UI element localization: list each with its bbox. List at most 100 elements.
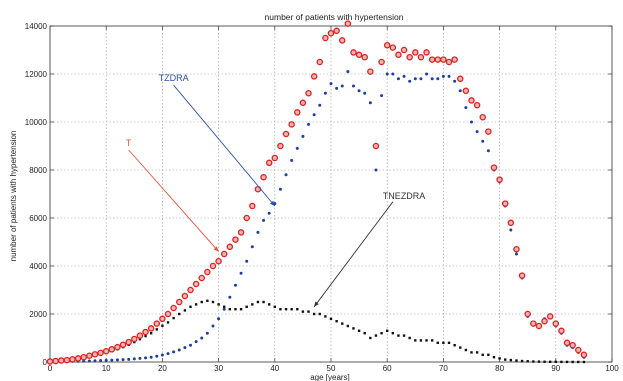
data-point-tzdra <box>363 91 367 95</box>
data-point-tnezdra <box>554 360 557 364</box>
data-point-t <box>541 317 548 325</box>
data-point-t <box>400 46 408 54</box>
data-point-t <box>114 343 121 351</box>
data-point-t <box>69 356 76 363</box>
data-point-t <box>468 97 475 104</box>
data-point-t <box>220 250 228 258</box>
data-point-t <box>147 325 155 332</box>
annotation-arrow-tzdra <box>173 84 276 207</box>
data-point-tnezdra <box>582 360 586 364</box>
data-point-tnezdra <box>228 308 232 311</box>
data-point-t <box>131 335 138 343</box>
data-point-tzdra <box>121 358 125 362</box>
data-point-t <box>260 173 267 181</box>
data-point-tzdra <box>290 158 294 162</box>
data-point-tnezdra <box>369 336 372 340</box>
data-point-tnezdra <box>520 359 524 363</box>
data-point-t <box>490 164 498 171</box>
data-point-tnezdra <box>172 316 175 320</box>
data-point-t <box>91 351 99 358</box>
data-point-t <box>558 327 565 335</box>
data-point-tzdra <box>99 359 103 363</box>
x-tick-label: 20 <box>158 364 167 373</box>
data-point-tnezdra <box>543 360 546 363</box>
data-point-tzdra <box>380 94 384 98</box>
data-point-tzdra <box>312 113 316 117</box>
data-point-tnezdra <box>178 312 181 316</box>
data-point-tnezdra <box>386 329 389 332</box>
data-point-tzdra <box>441 74 445 78</box>
data-point-tzdra <box>172 350 176 354</box>
data-point-tzdra <box>82 359 86 363</box>
data-point-t <box>97 349 104 357</box>
data-point-tzdra <box>160 353 164 357</box>
data-point-tzdra <box>481 139 485 143</box>
data-point-tzdra <box>464 106 468 110</box>
data-point-tnezdra <box>391 332 395 335</box>
data-point-tnezdra <box>560 360 563 364</box>
data-point-tzdra <box>87 359 91 363</box>
data-point-t <box>501 200 509 207</box>
data-point-t <box>74 355 82 362</box>
data-point-t <box>372 142 380 150</box>
data-point-tnezdra <box>138 338 142 341</box>
data-point-tzdra <box>430 77 434 81</box>
data-point-tzdra <box>250 245 254 249</box>
x-tick-label: 60 <box>383 364 392 373</box>
data-point-tzdra <box>211 324 215 328</box>
data-point-tzdra <box>239 271 243 275</box>
data-point-tnezdra <box>223 305 226 308</box>
annotation-label-t: T <box>126 138 132 148</box>
data-point-tzdra <box>436 77 440 81</box>
data-point-tzdra <box>217 317 221 321</box>
annotation-arrow-tnezdra <box>313 201 394 308</box>
data-point-t <box>125 338 132 346</box>
x-tick-label: 70 <box>439 364 448 373</box>
data-point-t <box>316 58 324 66</box>
data-point-t <box>86 352 93 360</box>
y-tick-label: 4000 <box>29 262 47 271</box>
data-point-t <box>192 280 200 288</box>
data-point-t <box>367 68 374 75</box>
data-point-tzdra <box>453 79 457 83</box>
data-point-t <box>170 304 177 312</box>
data-point-t <box>108 346 116 353</box>
data-point-tzdra <box>262 218 266 222</box>
data-point-tzdra <box>256 230 260 234</box>
data-point-tnezdra <box>217 303 220 306</box>
data-point-tnezdra <box>296 308 299 311</box>
data-point-tnezdra <box>155 328 158 331</box>
data-point-tzdra <box>346 70 350 74</box>
chart-title: number of patients with hypertension <box>265 12 404 22</box>
annotation-label-tnezdra: TNEZDRA <box>383 191 426 201</box>
y-tick-label: 0 <box>43 358 48 367</box>
data-point-t <box>546 313 554 320</box>
data-point-tnezdra <box>526 360 529 363</box>
data-point-tzdra <box>110 358 114 362</box>
data-point-tnezdra <box>183 309 187 312</box>
data-point-tnezdra <box>318 312 321 316</box>
data-point-tzdra <box>233 283 237 287</box>
x-tick-label: 0 <box>48 364 53 373</box>
data-point-tnezdra <box>402 334 406 337</box>
data-point-tzdra <box>115 358 119 362</box>
data-point-t <box>299 99 307 107</box>
data-point-t <box>159 315 166 323</box>
data-point-t <box>305 89 312 97</box>
data-point-t <box>440 56 447 63</box>
data-point-tnezdra <box>408 336 411 340</box>
data-point-t <box>153 320 161 327</box>
data-point-t <box>176 298 183 306</box>
data-point-tzdra <box>295 146 299 150</box>
data-point-tzdra <box>470 120 473 124</box>
data-point-tzdra <box>323 91 327 95</box>
data-point-tnezdra <box>211 300 215 304</box>
data-point-t <box>344 20 352 27</box>
data-point-tnezdra <box>397 334 400 337</box>
data-point-tnezdra <box>200 300 203 304</box>
data-point-t <box>457 75 464 83</box>
data-point-t <box>338 37 346 44</box>
y-tick-label: 2000 <box>29 310 47 319</box>
x-axis-title: age [years] <box>310 373 350 381</box>
